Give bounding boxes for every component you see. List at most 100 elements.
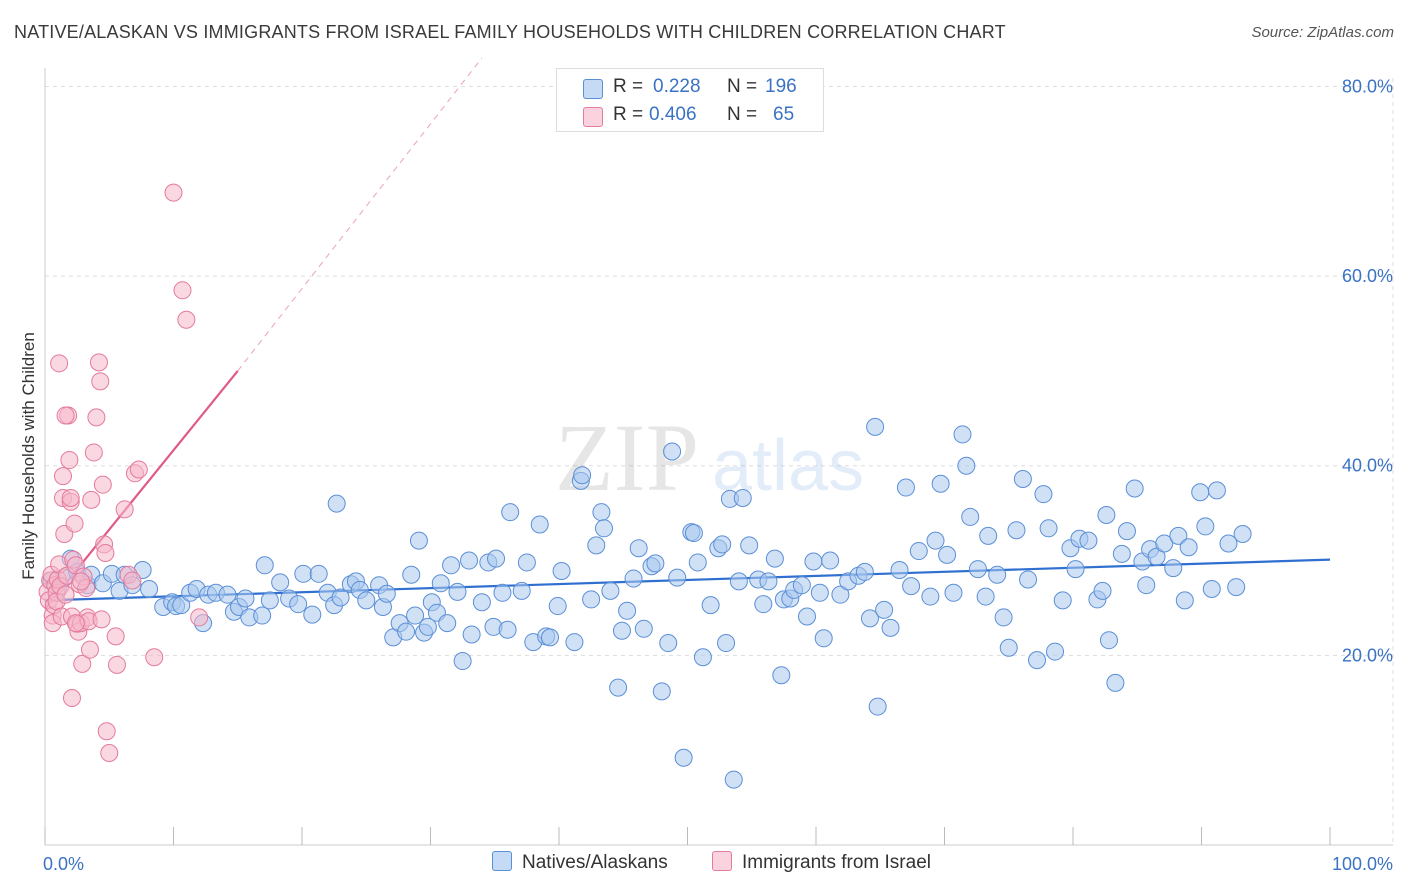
- gridlines: [45, 78, 1394, 845]
- point-israel: [71, 572, 90, 591]
- point-natives: [1202, 579, 1221, 598]
- point-natives: [881, 618, 900, 637]
- point-natives: [453, 652, 472, 671]
- point-israel: [100, 744, 119, 763]
- legend-n-value-israel: 65: [773, 104, 795, 125]
- point-israel: [129, 460, 148, 479]
- point-israel: [66, 614, 85, 633]
- tick-labels: 20.0% 40.0% 60.0% 80.0% 0.0% 100.0%: [43, 76, 1393, 874]
- point-natives: [957, 456, 976, 475]
- point-natives: [377, 584, 396, 603]
- point-israel: [173, 281, 192, 300]
- point-natives: [868, 697, 887, 716]
- bottom-legend-israel: Immigrants from Israel: [712, 851, 931, 874]
- point-natives: [652, 682, 671, 701]
- point-natives: [979, 526, 998, 545]
- point-natives: [814, 629, 833, 648]
- point-natives: [472, 593, 491, 612]
- point-natives: [792, 576, 811, 595]
- point-natives: [487, 549, 506, 568]
- y-tick-label: 20.0%: [1342, 645, 1393, 665]
- point-natives: [798, 607, 817, 626]
- point-natives: [303, 605, 322, 624]
- point-israel: [190, 608, 209, 627]
- point-natives: [309, 564, 328, 583]
- point-israel: [65, 514, 84, 533]
- y-tick-label: 80.0%: [1342, 76, 1393, 96]
- point-natives: [1169, 526, 1188, 545]
- point-natives: [831, 585, 850, 604]
- point-natives: [1106, 673, 1125, 692]
- legend-row-natives: R = 0.228 N = 196: [557, 73, 823, 101]
- legend-n-label: N =: [727, 104, 758, 125]
- point-natives: [565, 633, 584, 652]
- point-natives: [994, 608, 1013, 627]
- point-natives: [754, 595, 773, 614]
- point-natives: [988, 565, 1007, 584]
- point-natives: [418, 617, 437, 636]
- point-natives: [961, 507, 980, 526]
- legend-r-label: R =: [613, 104, 644, 125]
- point-natives: [866, 417, 885, 436]
- point-natives: [357, 591, 376, 610]
- point-natives: [552, 561, 571, 580]
- point-natives: [890, 561, 909, 580]
- point-israel: [56, 585, 75, 604]
- point-natives: [548, 597, 567, 616]
- point-natives: [260, 591, 279, 610]
- point-israel: [92, 610, 111, 629]
- source-credit: Source: ZipAtlas.com: [1251, 24, 1394, 41]
- point-natives: [609, 678, 628, 697]
- point-natives: [1125, 479, 1144, 498]
- point-natives: [1039, 519, 1058, 538]
- watermark: ZIP atlas: [555, 404, 864, 511]
- bottom-legend-label-israel: Immigrants from Israel: [742, 852, 931, 873]
- point-natives: [953, 425, 972, 444]
- point-natives: [909, 542, 928, 561]
- point-natives: [397, 622, 416, 641]
- point-natives: [724, 770, 743, 789]
- point-natives: [331, 588, 350, 607]
- point-natives: [438, 614, 457, 633]
- bottom-legend-natives: Natives/Alaskans: [492, 851, 668, 874]
- point-israel: [87, 408, 106, 427]
- point-israel: [89, 353, 108, 372]
- point-israel: [91, 372, 110, 391]
- point-natives: [460, 551, 479, 570]
- point-natives: [1175, 591, 1194, 610]
- point-natives: [431, 574, 450, 593]
- point-israel: [53, 467, 72, 486]
- point-natives: [733, 488, 752, 507]
- point-israel: [93, 475, 112, 494]
- point-natives: [512, 581, 531, 600]
- point-natives: [693, 648, 712, 667]
- bottom-legend-label-natives: Natives/Alaskans: [522, 852, 668, 873]
- y-tick-label: 40.0%: [1342, 456, 1393, 476]
- point-natives: [402, 565, 421, 584]
- point-natives: [253, 606, 272, 625]
- chart-title: NATIVE/ALASKAN VS IMMIGRANTS FROM ISRAEL…: [14, 22, 1006, 42]
- point-natives: [701, 596, 720, 615]
- point-natives: [601, 581, 620, 600]
- point-israel: [73, 654, 92, 673]
- x-tick-label: 100.0%: [1332, 854, 1393, 874]
- point-natives: [629, 539, 648, 558]
- point-natives: [1155, 534, 1174, 553]
- legend-n-value-natives: 196: [765, 76, 797, 97]
- point-natives: [740, 536, 759, 555]
- point-natives: [772, 666, 791, 685]
- point-israel: [177, 310, 196, 329]
- point-israel: [145, 648, 164, 667]
- point-israel: [82, 490, 101, 509]
- point-natives: [592, 503, 611, 522]
- bottom-legend-swatch-pink: [712, 851, 732, 871]
- legend-n-label: N =: [727, 76, 758, 97]
- point-natives: [1196, 517, 1215, 536]
- point-natives: [1233, 524, 1252, 543]
- point-natives: [172, 596, 191, 615]
- point-natives: [541, 628, 560, 647]
- point-natives: [582, 590, 601, 609]
- point-natives: [406, 606, 425, 625]
- point-natives: [493, 583, 512, 602]
